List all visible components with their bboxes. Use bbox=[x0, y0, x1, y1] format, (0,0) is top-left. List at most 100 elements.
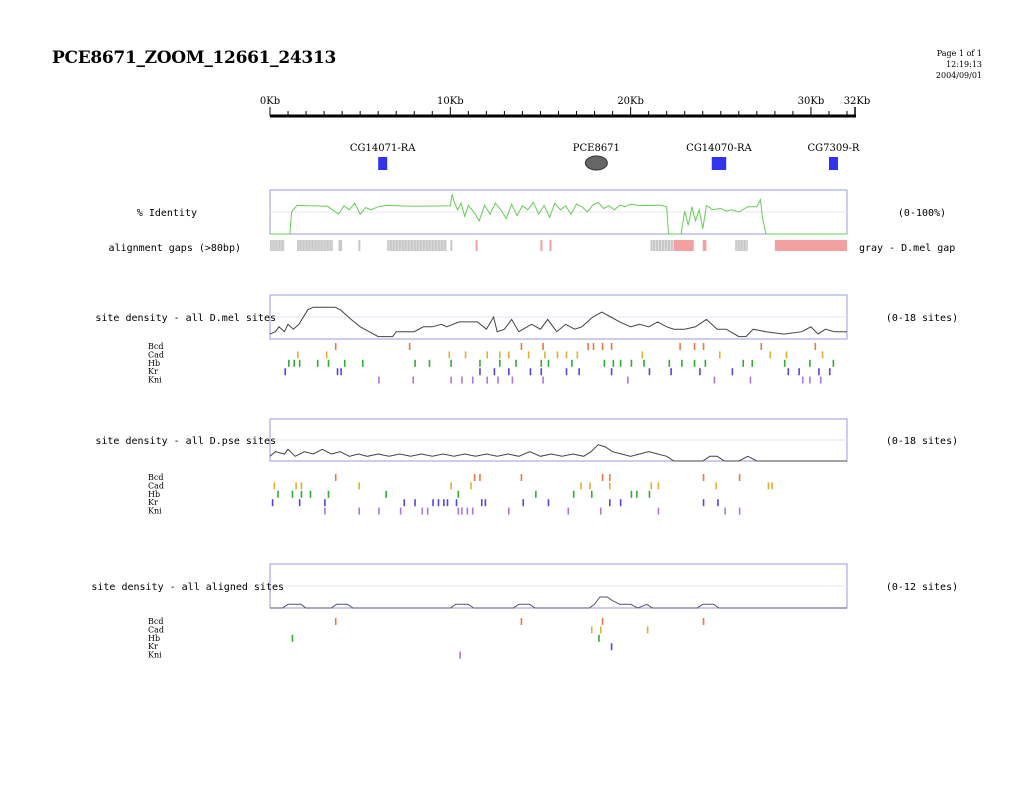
site-mark-cad bbox=[589, 482, 591, 490]
gap-gray bbox=[450, 240, 453, 251]
site-mark-kr bbox=[336, 368, 339, 376]
site-row-label-hb: Hb bbox=[148, 634, 160, 643]
site-mark-kni bbox=[471, 376, 474, 384]
site-mark-bcd bbox=[479, 474, 481, 481]
site-mark-kni bbox=[749, 376, 752, 384]
site-row-label-kni: Kni bbox=[148, 376, 162, 385]
site-mark-cad bbox=[599, 626, 602, 634]
site-mark-kr bbox=[443, 499, 445, 507]
site-mark-bcd bbox=[601, 618, 604, 625]
site-row-label-kr: Kr bbox=[148, 367, 158, 376]
site-mark-kni bbox=[471, 507, 474, 515]
gene-box-cg14070-ra bbox=[711, 157, 727, 170]
site-mark-hb bbox=[309, 490, 312, 498]
site-mark-kni bbox=[450, 376, 452, 384]
site-mark-cad bbox=[300, 482, 303, 490]
site-mark-kr bbox=[717, 499, 719, 507]
site-mark-cad bbox=[470, 482, 472, 490]
site-mark-bcd bbox=[334, 474, 337, 481]
site-mark-kni bbox=[713, 376, 716, 384]
axis-tick-label-30kb: 30Kb bbox=[798, 96, 825, 107]
gap-gray bbox=[735, 240, 748, 251]
site-mark-kr bbox=[484, 499, 487, 507]
site-mark-kr bbox=[702, 499, 705, 507]
gene-label-pce8671: PCE8671 bbox=[573, 143, 620, 154]
site-row-label-kni: Kni bbox=[148, 507, 162, 516]
site-mark-kr bbox=[608, 499, 611, 507]
site-mark-cad bbox=[325, 351, 328, 359]
site-row-label-cad: Cad bbox=[148, 625, 164, 634]
site-mark-kni bbox=[378, 507, 380, 515]
site-mark-hb bbox=[300, 490, 303, 498]
site-mark-cad bbox=[821, 351, 824, 359]
site-mark-hb bbox=[619, 359, 622, 367]
site-mark-bcd bbox=[587, 343, 589, 350]
site-mark-hb bbox=[783, 359, 786, 367]
site-mark-kni bbox=[801, 376, 804, 384]
gap-pink bbox=[540, 240, 543, 251]
site-mark-kni bbox=[486, 376, 488, 384]
site-row-label-hb: Hb bbox=[148, 359, 160, 368]
site-mark-kni bbox=[809, 376, 811, 384]
site-mark-cad bbox=[448, 351, 451, 359]
site-mark-kr bbox=[610, 368, 613, 376]
site-mark-hb bbox=[277, 490, 279, 498]
gap-pink bbox=[774, 240, 847, 251]
site-mark-cad bbox=[576, 351, 579, 359]
site-mark-kr bbox=[578, 368, 580, 376]
site-mark-kr bbox=[619, 499, 622, 507]
site-mark-cad bbox=[358, 482, 360, 490]
site-mark-kr bbox=[787, 368, 790, 376]
site-mark-cad bbox=[464, 351, 467, 359]
site-mark-kni bbox=[457, 507, 460, 515]
site-mark-hb bbox=[385, 490, 387, 498]
site-mark-bcd bbox=[592, 343, 595, 350]
site-mark-kni bbox=[461, 507, 463, 515]
site-mark-cad bbox=[641, 351, 644, 359]
gap-gray bbox=[338, 240, 343, 251]
site-mark-cad bbox=[450, 482, 452, 490]
site-mark-cad bbox=[295, 482, 297, 490]
site-mark-kni bbox=[511, 376, 514, 384]
site-mark-bcd bbox=[408, 343, 411, 350]
site-mark-hb bbox=[327, 359, 330, 367]
density-track-1-series bbox=[269, 306, 847, 338]
site-mark-kr bbox=[818, 368, 820, 376]
site-mark-kr bbox=[529, 368, 532, 376]
site-mark-hb bbox=[572, 490, 575, 498]
site-mark-hb bbox=[327, 490, 330, 498]
site-mark-hb bbox=[693, 359, 696, 367]
site-mark-kni bbox=[738, 507, 741, 515]
gap-pink bbox=[475, 240, 478, 251]
gap-gray bbox=[650, 240, 674, 251]
site-row-label-kr: Kr bbox=[148, 642, 158, 651]
site-mark-kni bbox=[399, 507, 402, 515]
site-mark-cad bbox=[556, 351, 559, 359]
site-mark-kni bbox=[724, 507, 726, 515]
site-mark-hb bbox=[742, 359, 745, 367]
site-mark-cad bbox=[718, 351, 721, 359]
axis-tick-label-10kb: 10Kb bbox=[437, 96, 464, 107]
site-mark-cad bbox=[785, 351, 788, 359]
site-mark-hb bbox=[643, 359, 645, 367]
site-mark-hb bbox=[316, 359, 319, 367]
site-mark-kni bbox=[542, 376, 544, 384]
site-mark-kr bbox=[455, 499, 458, 507]
site-mark-kr bbox=[547, 499, 550, 507]
site-mark-kni bbox=[627, 376, 629, 384]
page-number: Page 1 of 1 bbox=[936, 49, 982, 58]
site-row-label-bcd: Bcd bbox=[148, 342, 163, 351]
site-mark-hb bbox=[540, 359, 543, 367]
axis-tick-label-20kb: 20Kb bbox=[617, 96, 644, 107]
site-mark-kni bbox=[412, 376, 415, 384]
gene-box-cg7309-r bbox=[828, 157, 838, 170]
site-mark-bcd bbox=[693, 343, 696, 350]
site-mark-hb bbox=[668, 359, 671, 367]
site-mark-bcd bbox=[760, 343, 763, 350]
site-mark-kr bbox=[271, 499, 274, 507]
site-mark-kr bbox=[480, 499, 483, 507]
site-mark-hb bbox=[636, 490, 638, 498]
site-mark-cad bbox=[650, 482, 653, 490]
site-mark-hb bbox=[298, 359, 301, 367]
gap-pink bbox=[702, 240, 707, 251]
